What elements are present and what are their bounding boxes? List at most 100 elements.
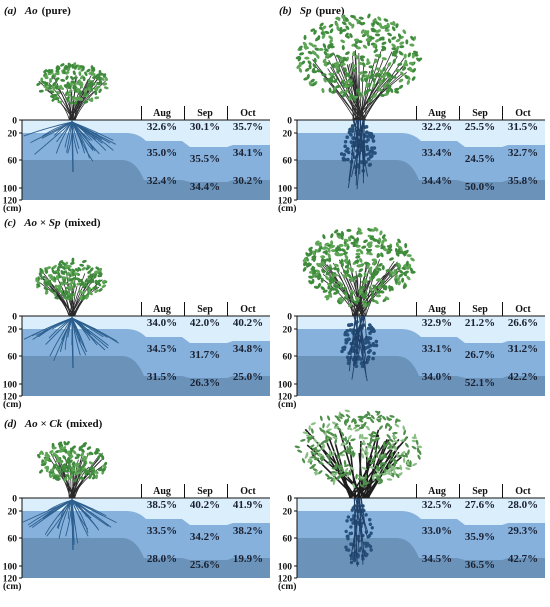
leaf [410, 35, 415, 41]
leaf [332, 273, 339, 277]
panel-letter: (c) [4, 217, 16, 229]
leaf [363, 271, 367, 278]
soil-water-value: 38.5% [147, 499, 177, 511]
root-mass [348, 328, 353, 332]
taproot [71, 119, 74, 173]
leaf [88, 287, 92, 293]
leaf [389, 457, 396, 461]
leaf [322, 234, 326, 240]
soil-water-value: 34.4% [190, 181, 220, 193]
leaf [39, 469, 43, 474]
leaf [369, 235, 374, 240]
leaf [94, 90, 98, 96]
leaf [382, 472, 389, 475]
leaf [321, 25, 327, 30]
panel-5: (d) Ao × Ck (mixed) 0 20 60 100 120(cm) Aug Sep Oc… [3, 418, 270, 592]
leaf [371, 21, 376, 26]
leaf [352, 275, 357, 281]
leaf [360, 21, 366, 26]
leaf [370, 27, 376, 31]
leaf [307, 262, 311, 268]
leaf [399, 41, 405, 45]
leaf [397, 33, 402, 39]
depth-unit: (cm) [278, 581, 296, 592]
leaf [374, 244, 380, 248]
month-header: Sep [197, 108, 213, 119]
root-system [23, 315, 120, 369]
leaf [71, 461, 76, 466]
leaf [351, 64, 357, 68]
depth-tick-label: 120 [278, 197, 293, 207]
leaf [321, 73, 327, 77]
leaf [331, 450, 335, 457]
leaf [411, 445, 417, 450]
leaf [368, 75, 374, 79]
leaf [307, 252, 313, 256]
leaf [71, 257, 75, 263]
leaf [311, 67, 316, 73]
leaf [54, 72, 60, 76]
leaf [65, 75, 69, 80]
leaf [397, 280, 401, 286]
month-header: Sep [197, 486, 213, 497]
leaf [88, 461, 94, 465]
leaf [344, 436, 347, 442]
leaf [378, 262, 383, 267]
leaf [323, 48, 329, 52]
leaf [307, 437, 310, 444]
leaf [334, 285, 340, 289]
root-mass [368, 518, 372, 522]
leaf [387, 85, 392, 90]
leaf [336, 234, 341, 239]
leaf [362, 62, 366, 68]
depth-tick-label: 20 [8, 326, 18, 336]
leaf [304, 67, 310, 72]
root-mass [356, 553, 360, 557]
root-mass [347, 351, 352, 355]
leaf [401, 277, 405, 283]
leaf [383, 18, 389, 22]
leaf [312, 447, 318, 451]
leaf [395, 69, 401, 73]
leaf [347, 426, 353, 431]
root-mass [360, 364, 365, 369]
leaf [357, 231, 363, 235]
leaf [363, 302, 367, 309]
leaf [363, 77, 368, 83]
leaf [381, 57, 387, 61]
leaf [301, 458, 306, 464]
leaf [73, 88, 77, 93]
leaf [58, 263, 63, 267]
leaf [97, 455, 101, 461]
leaf [309, 465, 315, 469]
leaf [379, 461, 383, 468]
root [350, 497, 361, 561]
leaf [57, 272, 61, 277]
leaf [394, 49, 399, 55]
leaf [372, 431, 378, 435]
leaf [95, 474, 98, 480]
panel-letter: (a) [4, 5, 17, 17]
leaf [388, 463, 391, 469]
leaf [84, 71, 88, 77]
leaf [320, 255, 326, 259]
leaf [342, 92, 347, 98]
root [357, 497, 363, 550]
root-mass [343, 139, 348, 144]
root [350, 315, 364, 346]
leaf [302, 41, 308, 47]
leaf [334, 252, 340, 257]
leaf [411, 462, 418, 467]
leaf [371, 258, 377, 262]
leaf [402, 425, 406, 431]
leaf [354, 296, 360, 301]
leaf [37, 453, 41, 459]
leaf [379, 93, 385, 97]
leaf [327, 44, 331, 50]
leaf [44, 457, 49, 461]
leaf [63, 84, 68, 89]
leaf [391, 26, 396, 32]
root [356, 119, 369, 177]
leaf [61, 291, 64, 297]
soil-water-value: 31.7% [190, 349, 220, 361]
